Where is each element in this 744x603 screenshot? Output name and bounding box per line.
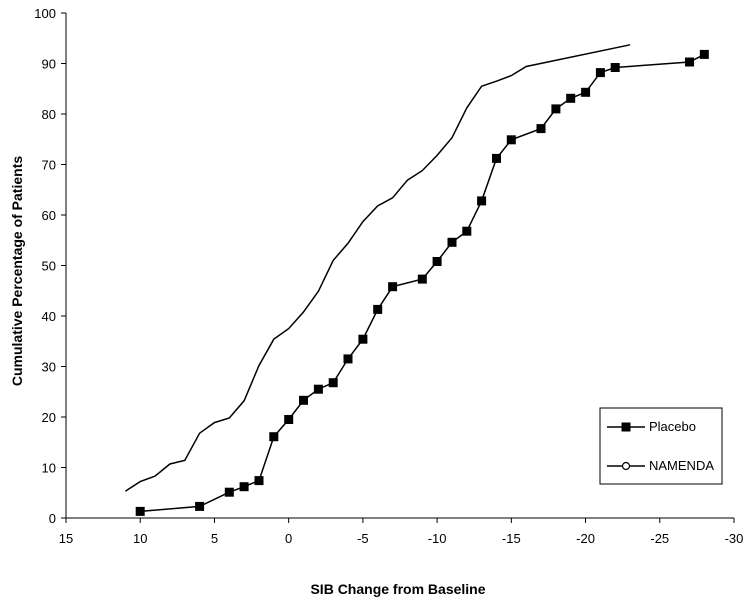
legend-namenda-marker [623,463,630,470]
y-tick-label: 40 [42,309,56,324]
placebo-point [314,385,323,394]
placebo-point [477,196,486,205]
x-axis-ticks: 15 10 5 0 -5 -10 -15 -20 -25 -30 [59,518,744,546]
placebo-point [284,415,293,424]
placebo-point [255,476,264,485]
x-tick-label: 10 [133,531,147,546]
placebo-point [195,502,204,511]
placebo-point [418,275,427,284]
y-tick-label: 70 [42,158,56,173]
placebo-point [358,335,367,344]
placebo-point [492,154,501,163]
y-tick-label: 100 [34,6,56,21]
y-tick-label: 0 [49,511,56,526]
y-tick-label: 30 [42,360,56,375]
x-tick-label: 5 [211,531,218,546]
placebo-point [596,68,605,77]
placebo-point [136,507,145,516]
placebo-point [299,396,308,405]
legend-namenda-label: NAMENDA [649,458,714,473]
y-axis-ticks: 0 10 20 30 40 50 60 70 80 90 100 [34,6,66,526]
legend-placebo-marker [622,423,631,432]
placebo-point [240,482,249,491]
placebo-point [225,488,234,497]
x-tick-label: -20 [576,531,595,546]
x-tick-label: -15 [502,531,521,546]
placebo-point [388,282,397,291]
placebo-point [700,50,709,59]
placebo-point [329,378,338,387]
placebo-point [581,88,590,97]
y-tick-label: 10 [42,461,56,476]
y-tick-label: 20 [42,410,56,425]
placebo-point [373,305,382,314]
y-tick-label: 80 [42,107,56,122]
y-tick-label: 60 [42,208,56,223]
placebo-point [537,124,546,133]
placebo-point [344,354,353,363]
placebo-point [611,63,620,72]
placebo-point [462,227,471,236]
placebo-point [507,135,516,144]
x-tick-label: 0 [285,531,292,546]
placebo-point [448,238,457,247]
y-axis-title: Cumulative Percentage of Patients [9,156,25,387]
legend: Placebo NAMENDA [600,408,722,484]
y-tick-label: 90 [42,57,56,72]
placebo-point [566,94,575,103]
x-tick-label: 15 [59,531,73,546]
x-tick-label: -25 [650,531,669,546]
placebo-point [685,58,694,67]
placebo-point [269,432,278,441]
x-tick-label: -10 [428,531,447,546]
placebo-point [551,104,560,113]
x-axis-title: SIB Change from Baseline [310,581,485,597]
placebo-point [433,257,442,266]
x-tick-label: -5 [357,531,369,546]
legend-placebo-label: Placebo [649,419,696,434]
y-tick-label: 50 [42,259,56,274]
x-tick-label: -30 [725,531,744,546]
